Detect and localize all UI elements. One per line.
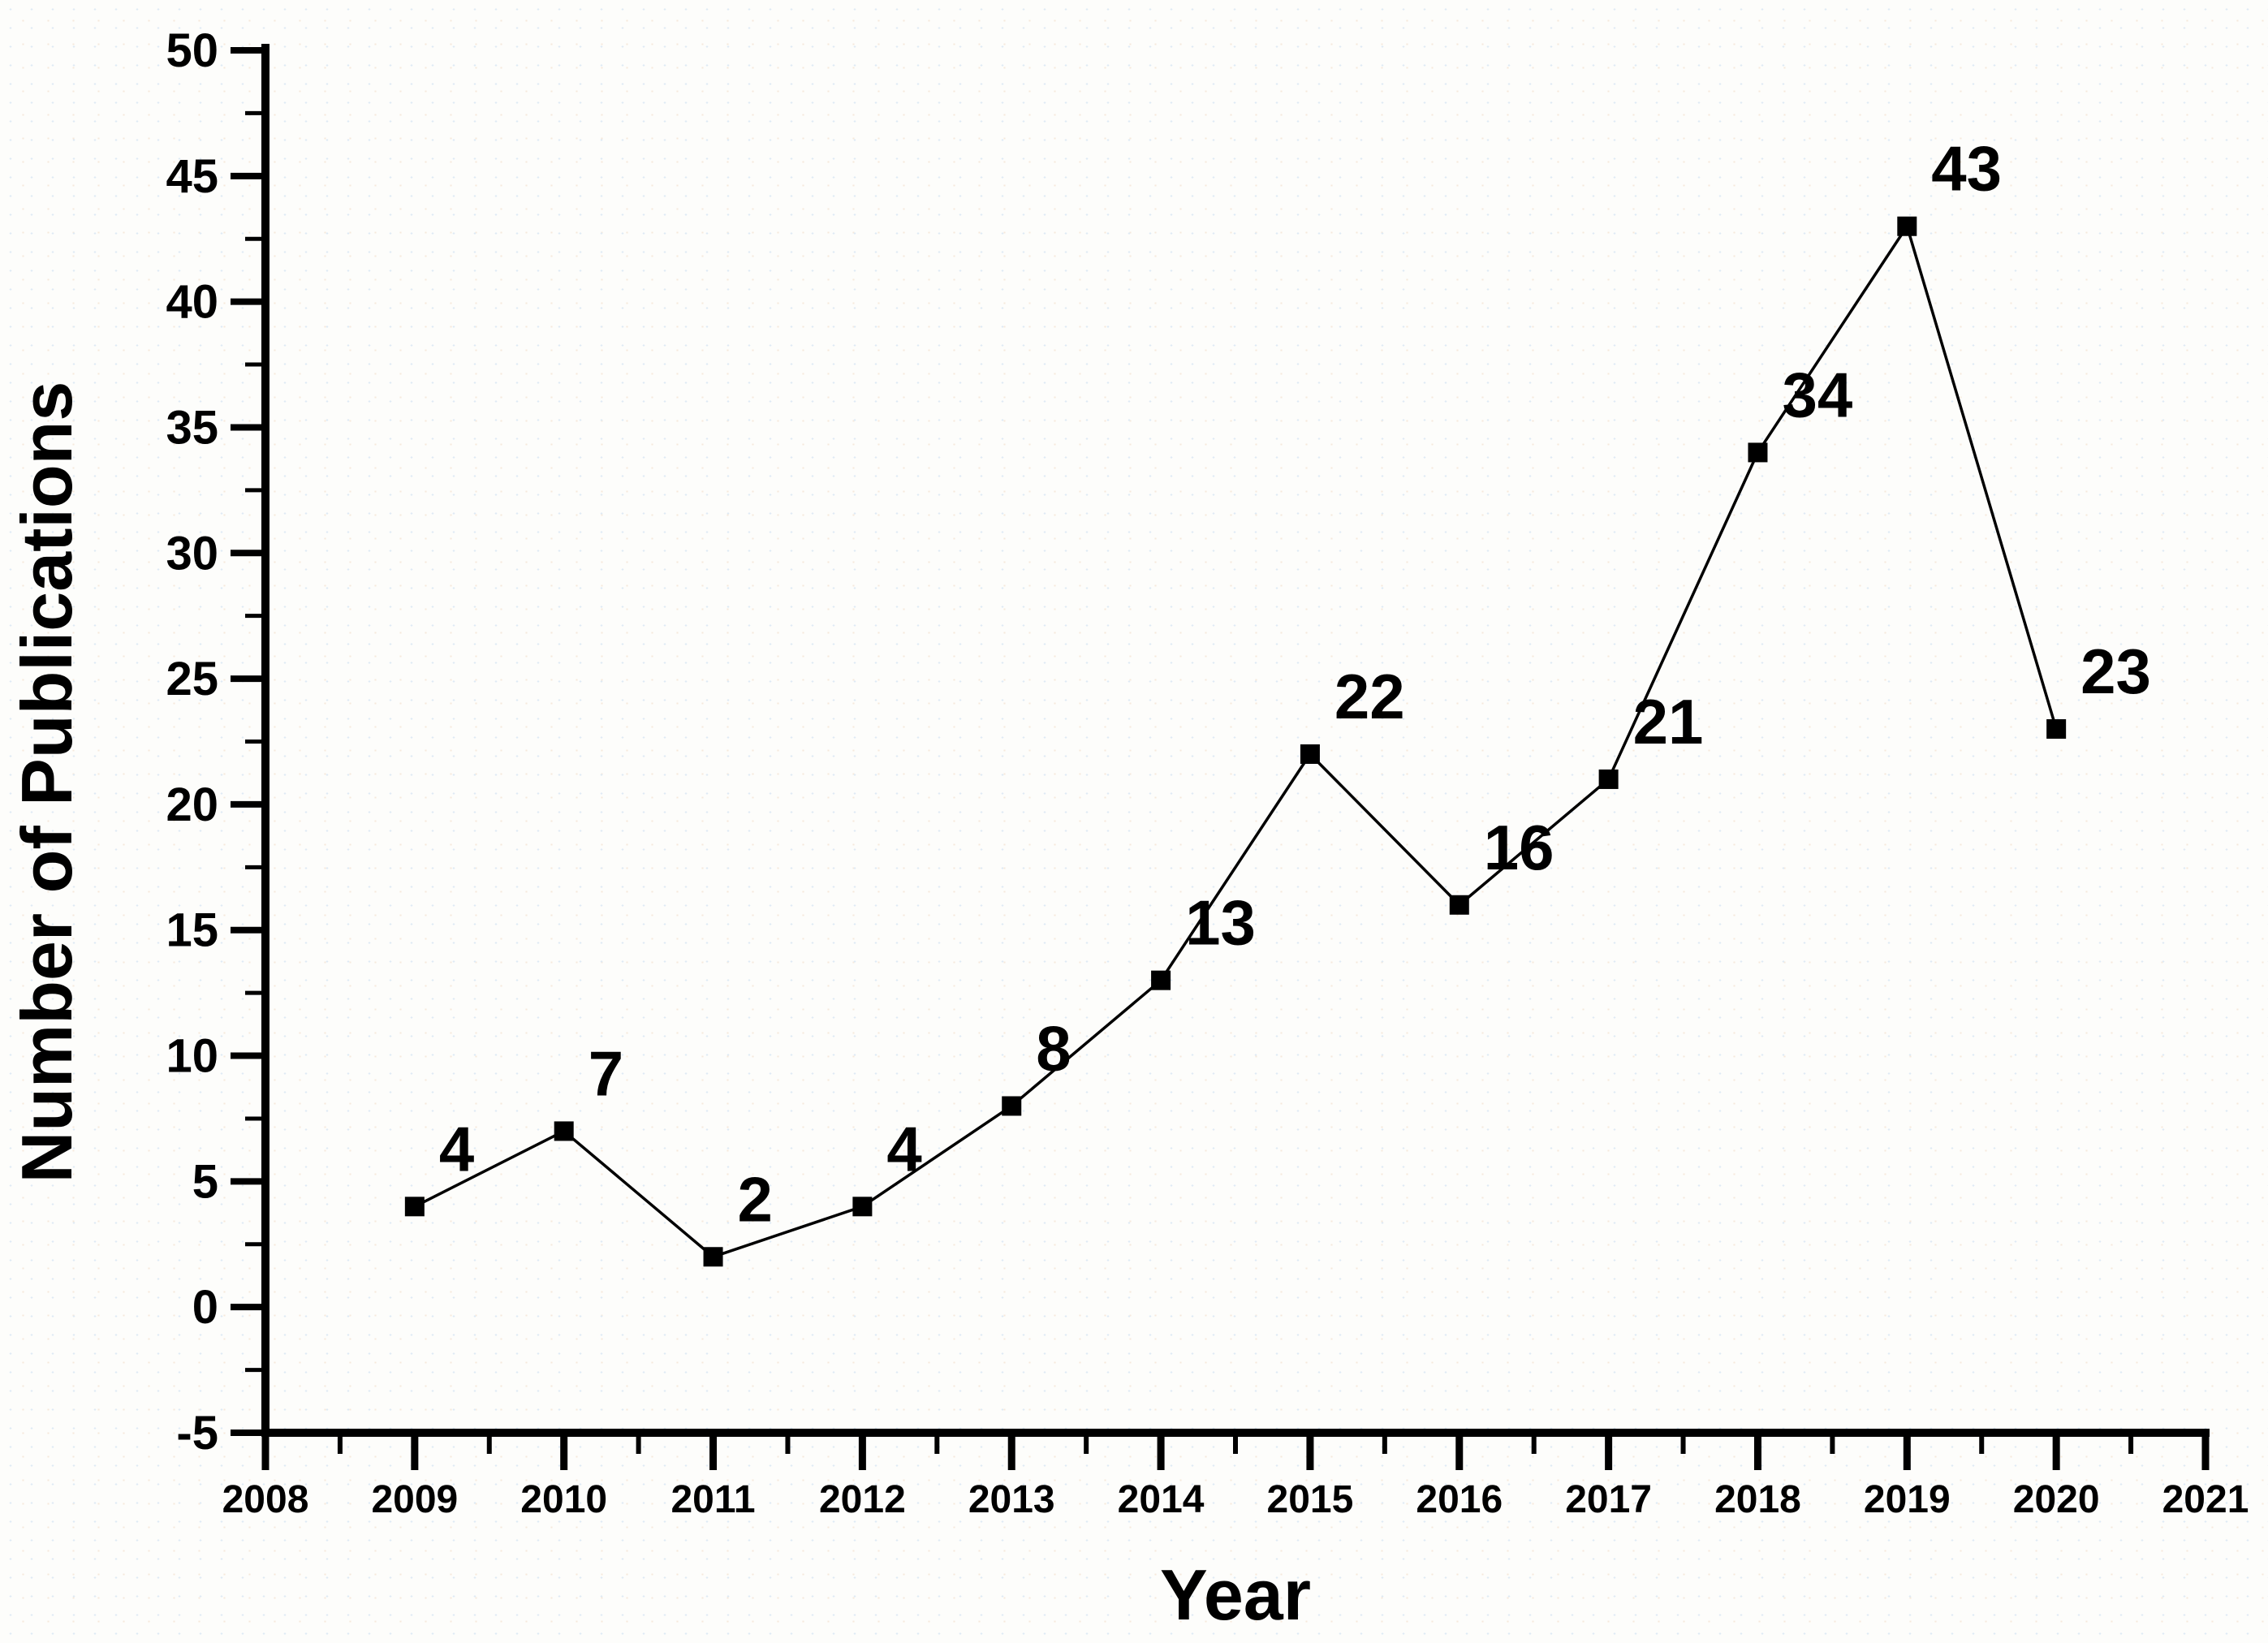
data-point-label: 23 [2080,636,2151,707]
data-point-marker [703,1247,723,1267]
data-point-label: 13 [1185,887,1256,959]
data-point-label: 4 [886,1113,921,1184]
data-point-marker [404,1197,425,1217]
x-tick-label: 2020 [2013,1478,2100,1521]
data-point-marker [554,1121,574,1141]
x-tick-label: 2013 [968,1478,1055,1521]
data-point-label: 7 [589,1037,623,1109]
x-tick-label: 2018 [1714,1478,1801,1521]
x-tick-label: 2021 [2162,1478,2249,1521]
y-tick-label: 5 [192,1155,218,1208]
data-point-label: 2 [738,1163,773,1235]
data-point-marker [1151,970,1171,990]
series-line [414,224,2058,1259]
data-point-marker [1748,442,1768,463]
y-tick-label: 15 [166,904,218,957]
x-tick-label: 2012 [819,1478,906,1521]
data-point-label: 8 [1036,1012,1071,1084]
data-point-marker [2046,719,2067,740]
data-point-label: 22 [1334,661,1405,732]
y-tick-label: -5 [176,1407,218,1460]
y-tick-label: 25 [166,653,218,705]
y-tick-label: 40 [166,276,218,329]
data-point-label: 21 [1633,686,1704,757]
y-tick-label: 35 [166,401,218,454]
x-tick-label: 2017 [1565,1478,1652,1521]
data-point-marker [1598,769,1619,789]
data-point-label: 43 [1931,133,2002,205]
data-point-marker [1002,1096,1022,1116]
x-tick-label: 2019 [1864,1478,1951,1521]
data-point-marker [852,1197,873,1217]
x-tick-label: 2016 [1416,1478,1503,1521]
y-tick-label: 20 [166,778,218,831]
y-tick-label: 50 [166,24,218,77]
x-axis-title: Year [1160,1555,1311,1635]
data-point-label: 34 [1782,359,1852,430]
y-tick-label: 10 [166,1030,218,1083]
x-tick-label: 2010 [520,1478,607,1521]
x-tick-label: 2015 [1267,1478,1354,1521]
data-point-marker [1449,895,1469,915]
data-point-marker [1897,216,1917,236]
y-tick-label: 0 [192,1281,218,1334]
x-tick-label: 2009 [371,1478,458,1521]
x-tick-label: 2011 [670,1478,755,1521]
y-axis-title: Number of Publications [6,382,87,1184]
y-tick-label: 45 [166,150,218,203]
data-point-marker [1300,744,1320,764]
data-point-label: 16 [1484,812,1554,883]
data-point-label: 4 [439,1113,474,1184]
x-tick-label: 2014 [1118,1478,1205,1521]
x-tick-label: 2008 [222,1478,309,1521]
y-tick-label: 30 [166,527,218,580]
